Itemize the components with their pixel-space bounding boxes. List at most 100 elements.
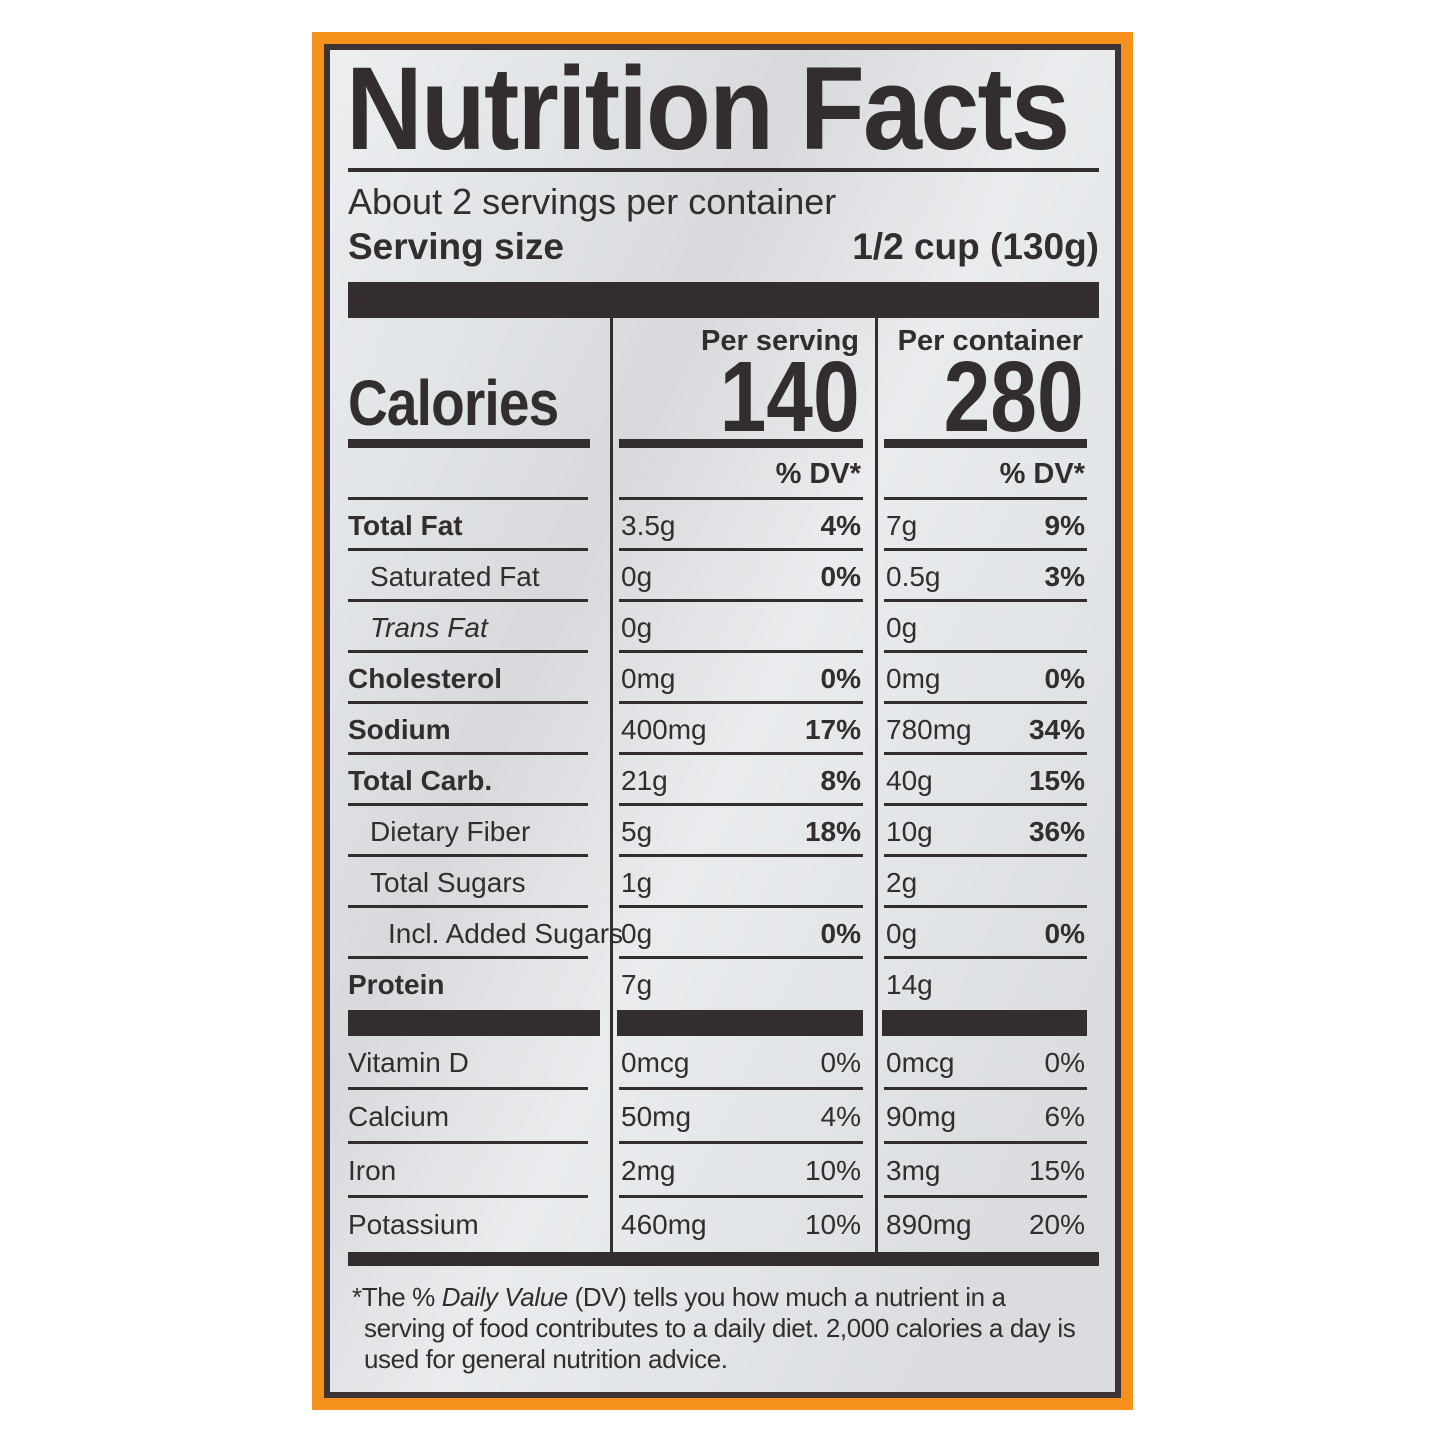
package-border: Nutrition Facts About 2 servings per con…	[312, 32, 1133, 1410]
nutrient-name-cell: Protein	[348, 959, 610, 1010]
table-row: Total Carb. 21g 8% 40g 15%	[348, 755, 1099, 806]
container-amount: 7g	[886, 509, 918, 541]
footnote-rest: (DV) tells you how much a nutrient in a …	[364, 1282, 1076, 1374]
nutrient-name-cell: Saturated Fat	[348, 551, 610, 602]
serving-dv: 10%	[804, 1155, 861, 1186]
serving-size-value: 1/2 cup (130g)	[852, 226, 1099, 267]
header-divider-bar	[348, 282, 1099, 318]
section-divider-bars	[348, 1010, 1099, 1036]
container-amount: 90mg	[886, 1101, 957, 1132]
per-container-cell: 0mcg 0%	[875, 1036, 1099, 1090]
serving-amount: 2mg	[621, 1155, 676, 1186]
nutrient-name: Calcium	[348, 1101, 450, 1132]
serving-dv: 0%	[820, 1047, 861, 1078]
per-serving-cell: 50mg 4%	[610, 1090, 875, 1144]
container-dv: 20%	[1028, 1209, 1085, 1240]
serving-dv: 4%	[820, 1101, 861, 1132]
footnote-divider-bar	[348, 1252, 1099, 1266]
nutrient-name: Dietary Fiber	[370, 815, 531, 847]
per-serving-cell: 21g 8%	[610, 755, 875, 806]
dv-header-container: % DV*	[875, 448, 1099, 500]
nutrient-name: Vitamin D	[348, 1047, 469, 1078]
nutrient-name: Incl. Added Sugars	[388, 917, 624, 949]
table-row: Dietary Fiber 5g 18% 10g 36%	[348, 806, 1099, 857]
container-amount: 890mg	[886, 1209, 972, 1240]
container-amount: 0mcg	[886, 1047, 955, 1078]
table-row: Incl. Added Sugars 0g 0% 0g 0%	[348, 908, 1099, 959]
container-amount: 780mg	[886, 713, 972, 745]
dv-header-serving: % DV*	[610, 448, 875, 500]
per-serving-cell: 0mg 0%	[610, 653, 875, 704]
nutrient-name-cell: Cholesterol	[348, 653, 610, 704]
footnote-daily-value: Daily Value	[441, 1282, 569, 1312]
serving-amount: 50mg	[621, 1101, 692, 1132]
nutrient-table: Total Fat 3.5g 4% 7g 9% Saturated Fat 0g…	[348, 500, 1099, 1010]
serving-amount: 0mg	[621, 662, 676, 694]
table-row: Total Sugars 1g 2g	[348, 857, 1099, 908]
per-container-cell: 780mg 34%	[875, 704, 1099, 755]
calories-label: Calories	[348, 360, 610, 448]
nutrient-name-cell: Sodium	[348, 704, 610, 755]
per-container-cell: 890mg 20%	[875, 1198, 1099, 1252]
serving-dv: 4%	[820, 509, 861, 541]
divider-bar	[875, 1010, 1099, 1036]
serving-amount: 0mcg	[621, 1047, 690, 1078]
footnote: *The % Daily Value (DV) tells you how mu…	[348, 1266, 1099, 1375]
per-serving-cell: 5g 18%	[610, 806, 875, 857]
serving-dv: 0%	[820, 662, 861, 694]
nutrient-name-cell: Total Fat	[348, 500, 610, 551]
nutrient-name-cell: Dietary Fiber	[348, 806, 610, 857]
serving-amount: 1g	[621, 866, 653, 898]
nutrient-name-cell: Incl. Added Sugars	[348, 908, 623, 959]
per-serving-cell: 2mg 10%	[610, 1144, 875, 1198]
container-dv: 15%	[1028, 764, 1085, 796]
per-serving-cell: 0g 0%	[610, 551, 875, 602]
table-row: Calcium 50mg 4% 90mg 6%	[348, 1090, 1099, 1144]
nutrient-name: Saturated Fat	[370, 560, 540, 592]
per-container-cell: 40g 15%	[875, 755, 1099, 806]
serving-size-row: Serving size 1/2 cup (130g)	[348, 224, 1099, 270]
container-dv: 34%	[1028, 713, 1085, 745]
container-amount: 10g	[886, 815, 933, 847]
servings-per-container: About 2 servings per container	[348, 181, 837, 222]
per-container-cell: 7g 9%	[875, 500, 1099, 551]
nutrient-name-cell: Calcium	[348, 1090, 610, 1144]
table-row: Sodium 400mg 17% 780mg 34%	[348, 704, 1099, 755]
label-title: Nutrition Facts	[346, 43, 1070, 175]
calories-column-headers: Per serving Per container	[348, 318, 1099, 360]
empty-cell	[348, 448, 610, 500]
title-rule	[348, 168, 1099, 172]
nutrient-name: Iron	[348, 1155, 397, 1186]
nutrient-name: Potassium	[348, 1209, 479, 1240]
container-dv: 3%	[1044, 560, 1085, 592]
empty-cell	[348, 318, 610, 360]
per-serving-cell: 0g 0%	[610, 908, 875, 959]
nutrient-name: Trans Fat	[370, 611, 488, 643]
serving-amount: 0g	[621, 560, 653, 592]
serving-dv: 18%	[804, 815, 861, 847]
calories-per-container: 280	[875, 347, 1099, 448]
per-container-cell: 0mg 0%	[875, 653, 1099, 704]
table-row: Saturated Fat 0g 0% 0.5g 3%	[348, 551, 1099, 602]
table-row: Trans Fat 0g 0g	[348, 602, 1099, 653]
container-dv: 0%	[1044, 1047, 1085, 1078]
serving-amount: 3.5g	[621, 509, 676, 541]
table-row: Total Fat 3.5g 4% 7g 9%	[348, 500, 1099, 551]
serving-amount: 460mg	[621, 1209, 707, 1240]
calories-per-serving: 140	[610, 347, 875, 448]
serving-dv: 17%	[804, 713, 861, 745]
per-serving-cell: 0mcg 0%	[610, 1036, 875, 1090]
micronutrient-table: Vitamin D 0mcg 0% 0mcg 0% Calcium 50mg 4…	[348, 1036, 1099, 1252]
container-amount: 14g	[886, 968, 933, 1000]
serving-amount: 5g	[621, 815, 653, 847]
per-serving-cell: 0g	[610, 602, 875, 653]
per-serving-cell: 400mg 17%	[610, 704, 875, 755]
nutrition-facts-label: Nutrition Facts About 2 servings per con…	[324, 44, 1121, 1398]
per-container-cell: 14g	[875, 959, 1099, 1010]
container-dv: 0%	[1044, 662, 1085, 694]
serving-dv: 0%	[820, 917, 861, 949]
nutrient-name-cell: Total Sugars	[348, 857, 610, 908]
container-dv: 6%	[1044, 1101, 1085, 1132]
per-container-cell: 3mg 15%	[875, 1144, 1099, 1198]
container-amount: 3mg	[886, 1155, 941, 1186]
